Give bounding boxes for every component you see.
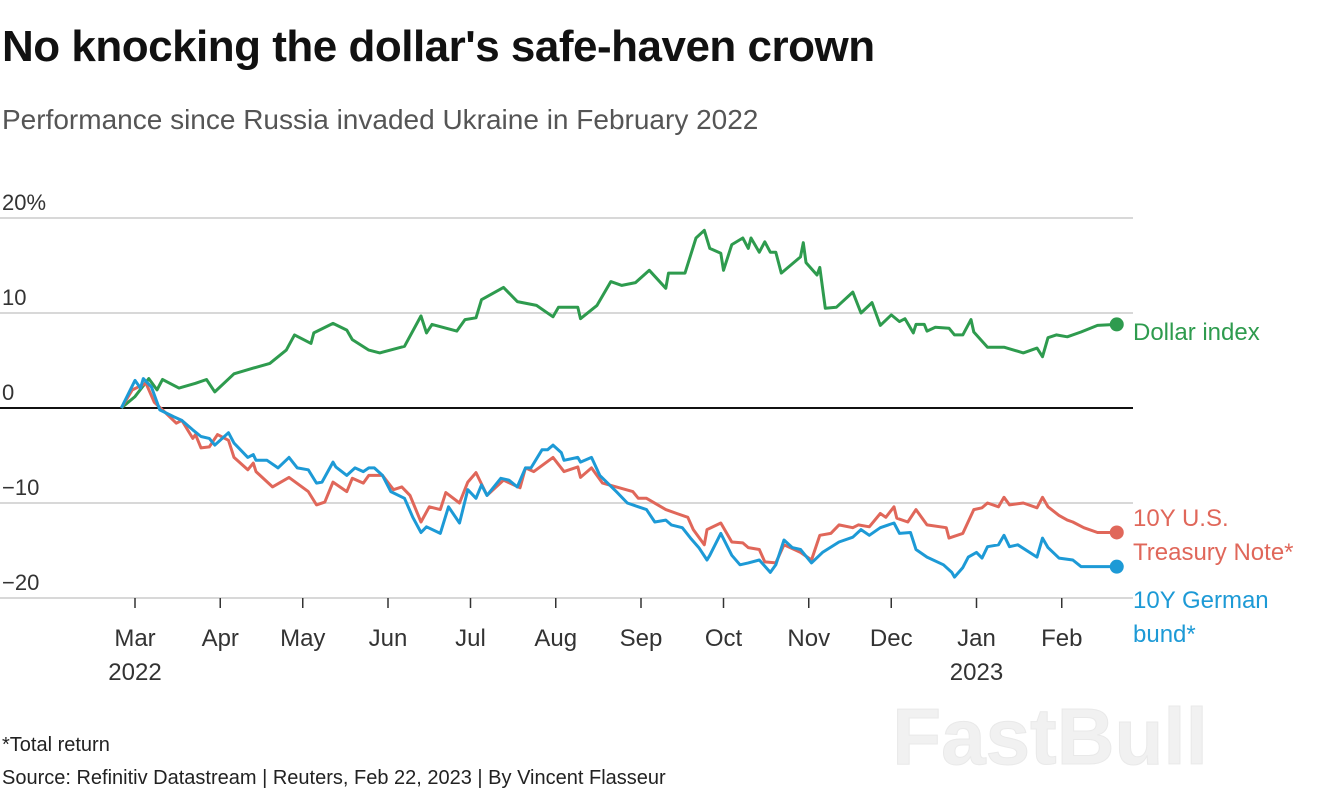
x-tick-label: Apr bbox=[202, 625, 239, 652]
series-end-marker bbox=[1109, 525, 1124, 540]
x-axis: Mar 2022 Apr May Jun Jul Aug Sep Oct Nov Dec Jan 202… bbox=[108, 598, 1082, 686]
series-label: bund* bbox=[1133, 621, 1196, 648]
x-tick-label: Dec bbox=[870, 625, 913, 652]
series-label: 10Y German bbox=[1133, 587, 1269, 614]
series-line bbox=[119, 377, 1117, 579]
footnote: *Total return bbox=[2, 734, 110, 756]
series-labels: Dollar index 10Y U.S. Treasury Note* 10Y Ge… bbox=[1133, 319, 1294, 648]
chart-subtitle: Performance since Russia invaded Ukraine… bbox=[2, 104, 759, 135]
x-tick-label: Jun bbox=[369, 625, 408, 652]
x-tick-label: Jan bbox=[957, 625, 996, 652]
series-line bbox=[120, 228, 1117, 410]
x-tick-label: Oct bbox=[705, 625, 743, 652]
x-tick-label: Mar bbox=[114, 625, 155, 652]
y-tick-label: 20% bbox=[2, 190, 46, 215]
series-end-marker bbox=[1109, 317, 1124, 332]
y-tick-label: −20 bbox=[2, 570, 39, 595]
y-tick-label: 10 bbox=[2, 285, 26, 310]
x-tick-label: Aug bbox=[534, 625, 577, 652]
y-tick-label: 0 bbox=[2, 380, 14, 405]
series-label: Dollar index bbox=[1133, 319, 1260, 346]
x-tick-label: Nov bbox=[787, 625, 830, 652]
y-axis: 20% 10 0 −10 −20 bbox=[2, 190, 46, 595]
chart-title: No knocking the dollar's safe-haven crow… bbox=[2, 22, 875, 71]
x-tick-year-label: 2022 bbox=[108, 659, 161, 686]
gridlines bbox=[0, 217, 1133, 599]
x-tick-label: Sep bbox=[620, 625, 663, 652]
y-tick-label: −10 bbox=[2, 475, 39, 500]
series-label: 10Y U.S. bbox=[1133, 505, 1229, 532]
source-line: Source: Refinitiv Datastream | Reuters, … bbox=[2, 767, 666, 789]
series-line bbox=[120, 381, 1117, 565]
x-tick-label: May bbox=[280, 625, 325, 652]
x-tick-year-label: 2023 bbox=[950, 659, 1003, 686]
x-tick-label: Feb bbox=[1041, 625, 1082, 652]
series-end-marker bbox=[1109, 559, 1124, 574]
series-lines bbox=[119, 228, 1124, 579]
watermark: FastBull bbox=[892, 692, 1208, 781]
x-tick-label: Jul bbox=[455, 625, 486, 652]
series-label: Treasury Note* bbox=[1133, 539, 1294, 566]
